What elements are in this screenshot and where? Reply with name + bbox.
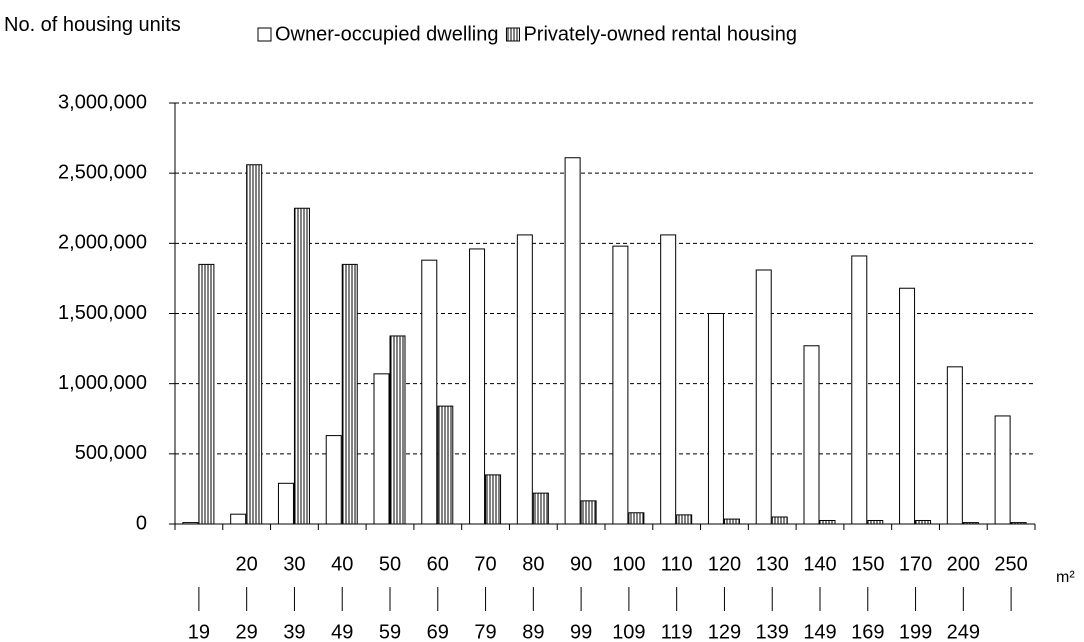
x-tick-label: 50 (379, 553, 401, 575)
y-tick-label: 3,000,000 (58, 91, 147, 113)
x-tick-label: 90 (570, 553, 592, 575)
bar (580, 500, 597, 525)
y-tick-label: 500,000 (75, 442, 147, 464)
bar (676, 514, 693, 525)
x-tick-label: 139 (756, 621, 789, 642)
x-tick-label: 60 (427, 553, 449, 575)
x-tick-label: 250 (994, 553, 1027, 575)
bar (755, 269, 772, 525)
bar (325, 435, 342, 525)
x-tick-label: 29 (236, 621, 258, 642)
x-tick-label: 49 (331, 621, 353, 642)
x-tick-label: 140 (803, 553, 836, 575)
y-tick-label: 2,500,000 (58, 161, 147, 183)
x-tick-label: 79 (474, 621, 496, 642)
x-unit: m² (1056, 569, 1075, 586)
bar (421, 259, 438, 525)
x-tick-label: 200 (947, 553, 980, 575)
x-tick-label: 150 (851, 553, 884, 575)
x-tick-label: 169 (851, 621, 884, 642)
bar (803, 345, 820, 525)
bar (819, 519, 836, 525)
bar (660, 234, 677, 525)
legend-label: Owner-occupied dwelling (275, 23, 498, 45)
y-tick-label: 1,500,000 (58, 302, 147, 324)
bar (994, 415, 1011, 525)
bar (723, 518, 740, 525)
x-tick-label: 20 (236, 553, 258, 575)
x-tick-label: 70 (474, 553, 496, 575)
x-tick-label: 199 (899, 621, 932, 642)
bar (246, 164, 263, 525)
x-tick-label: 89 (522, 621, 544, 642)
bar (532, 492, 549, 525)
x-tick-label: 170 (899, 553, 932, 575)
bar (564, 157, 581, 525)
bar (867, 519, 884, 525)
x-tick-label: 109 (612, 621, 645, 642)
x-tick-label: 130 (756, 553, 789, 575)
x-tick-label: 249 (947, 621, 980, 642)
bar (198, 263, 215, 525)
x-tick-label: 99 (570, 621, 592, 642)
y-tick-label: 1,000,000 (58, 372, 147, 394)
bar (851, 255, 868, 525)
bar (899, 287, 916, 525)
x-tick-label: 110 (661, 553, 693, 575)
x-tick-label: 39 (283, 621, 305, 642)
bar (293, 207, 310, 525)
bar (437, 405, 454, 525)
bar (771, 516, 788, 525)
bar (277, 482, 294, 525)
y-axis-title: No. of housing units (4, 14, 181, 36)
x-tick-label: 59 (379, 621, 401, 642)
x-tick-label: 100 (612, 553, 645, 575)
bar (628, 512, 645, 525)
x-tick-label: 30 (283, 553, 305, 575)
x-tick-label: 119 (661, 621, 693, 642)
y-tick-label: 0 (136, 512, 147, 534)
x-tick-label: 19 (188, 621, 210, 642)
legend-swatch (257, 27, 272, 42)
bar (612, 245, 629, 525)
bar (485, 474, 502, 525)
bar (946, 366, 963, 525)
bar (707, 313, 724, 525)
bar (469, 248, 486, 525)
legend-swatch (505, 27, 520, 42)
bar (389, 335, 406, 525)
bar (516, 234, 533, 525)
x-tick-label: 80 (522, 553, 544, 575)
bar (230, 513, 247, 525)
bar (341, 263, 358, 525)
bar (915, 519, 932, 525)
x-tick-label: 40 (331, 553, 353, 575)
y-tick-label: 2,000,000 (58, 232, 147, 254)
bar (373, 373, 390, 525)
x-tick-label: 129 (708, 621, 741, 642)
x-tick-label: 120 (708, 553, 741, 575)
legend-label: Privately-owned rental housing (523, 23, 797, 45)
x-tick-label: 149 (803, 621, 836, 642)
x-tick-label: 69 (427, 621, 449, 642)
